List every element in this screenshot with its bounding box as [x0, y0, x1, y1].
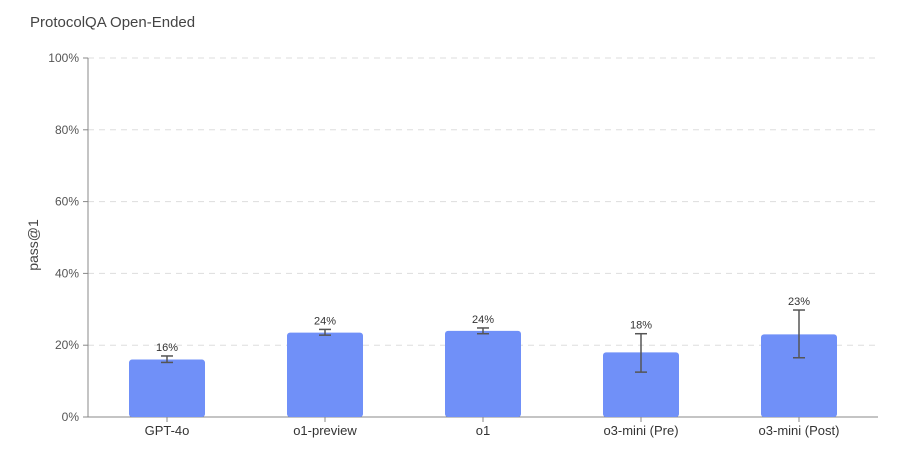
data-label: 23%	[788, 296, 810, 308]
y-tick-label: 100%	[48, 51, 79, 65]
y-tick-label: 60%	[55, 195, 79, 209]
error-bar	[319, 328, 331, 336]
error-bars	[161, 309, 805, 373]
data-label: 24%	[472, 314, 494, 326]
bar	[445, 330, 521, 417]
x-tick-label: o1-preview	[293, 423, 357, 438]
bars	[129, 330, 837, 417]
y-tick-label: 20%	[55, 338, 79, 352]
data-label: 16%	[156, 342, 178, 354]
x-tick-label: o1	[476, 423, 490, 438]
error-bar	[477, 327, 489, 335]
data-label: 18%	[630, 320, 652, 332]
x-axis-labels: GPT-4o o1-preview o1 o3-mini (Pre) o3-mini (…	[145, 417, 840, 438]
data-label: 24%	[314, 315, 336, 327]
error-bar	[635, 332, 647, 373]
chart-title: ProtocolQA Open-Ended	[30, 14, 196, 31]
x-tick-label: GPT-4o	[145, 423, 190, 438]
x-tick-label: o3-mini (Post)	[759, 423, 840, 438]
bar	[603, 352, 679, 417]
bar	[761, 334, 837, 417]
y-tick-label: 40%	[55, 266, 79, 280]
y-axis-label: pass@1	[25, 219, 41, 271]
error-bar	[793, 309, 805, 359]
x-tick-label: o3-mini (Pre)	[603, 423, 678, 438]
error-bar	[161, 355, 173, 364]
bar	[287, 332, 363, 417]
y-tick-label: 80%	[55, 123, 79, 137]
gridlines	[88, 57, 878, 346]
y-axis: 0% 20% 40% 60% 80% 100%	[48, 51, 878, 424]
bar	[129, 359, 205, 417]
y-tick-label: 0%	[62, 410, 80, 424]
data-labels: 16% 24% 24% 18% 23%	[156, 296, 810, 354]
